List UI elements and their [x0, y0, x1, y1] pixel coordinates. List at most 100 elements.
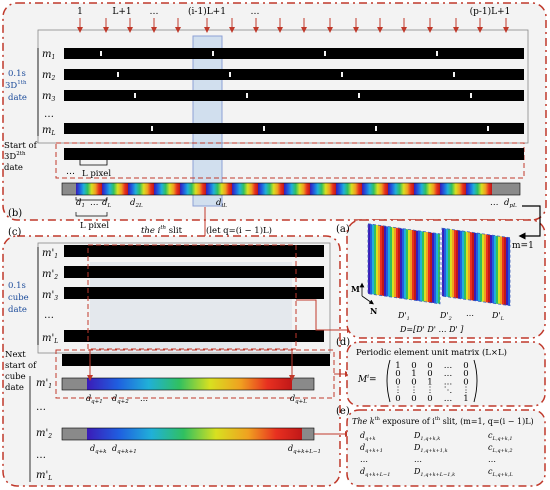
- cube-stripe: [448, 228, 450, 298]
- l-pixel-label-2: L pixel: [80, 221, 109, 231]
- cube-stripe: [458, 230, 460, 299]
- matrix-cell: 1: [411, 369, 416, 379]
- c-d-q2: dq+2: [112, 394, 129, 405]
- c-row-inner: [92, 330, 292, 342]
- b-row-gap: [212, 51, 214, 56]
- cube-stripe: [404, 228, 406, 300]
- matrix-cell: 0: [427, 369, 432, 379]
- b-row-gap: [134, 93, 136, 98]
- c-d-row1: dq+1 dq+2 … dq+L: [86, 394, 307, 405]
- matrix-cell: 0: [463, 361, 468, 371]
- c-row-label-2: m'2: [42, 269, 58, 281]
- b-row-bar: [64, 123, 524, 134]
- cube-stripe: [438, 233, 440, 304]
- cube-stripe: [456, 230, 458, 299]
- c-connector-to-a: [296, 299, 353, 333]
- c-lower-1: m'1: [36, 378, 52, 390]
- c-next-frame: [55, 349, 335, 399]
- cube-stripe: [504, 236, 506, 306]
- cube-slab-outline: [441, 227, 511, 307]
- cube-stripe: [400, 228, 402, 299]
- cube-stripe: [382, 225, 384, 296]
- cube-stripe: [452, 229, 454, 298]
- b-row-gap: [470, 93, 472, 98]
- cube-stripe: [500, 236, 502, 305]
- cube-stripe: [442, 228, 444, 297]
- b-strip-segment: [154, 183, 180, 195]
- axis-n-line: [361, 295, 374, 305]
- b-strip-segment: [362, 183, 388, 195]
- cube-stripe: [396, 227, 398, 298]
- row-label-m3: m3: [42, 91, 55, 103]
- b-strip-outline: [61, 182, 521, 196]
- axis-m-label: M: [351, 284, 360, 294]
- cube-stripe: [508, 237, 510, 306]
- c-d-qL: dq+L: [290, 394, 307, 405]
- b-row-bar: [64, 48, 524, 59]
- panel-c-rows: [64, 245, 324, 342]
- cube-stripe: [466, 231, 468, 300]
- row-label-mL: mL: [42, 125, 55, 137]
- a-equation: D=[D' D' … D' ]: [399, 325, 464, 334]
- cube-stripe: [494, 235, 496, 304]
- matrix-cell: 0: [395, 377, 400, 387]
- cube-stripe: [398, 227, 400, 299]
- cube-stripe: [430, 232, 432, 303]
- matrix-bracket-left: [386, 359, 391, 403]
- panel-b-start-labels: Start of 3D2th date: [4, 141, 38, 173]
- cube-stripe: [434, 232, 436, 304]
- b-row-bar: [64, 90, 524, 101]
- matrix-cell: …: [444, 369, 453, 379]
- b-row-gap: [453, 72, 455, 77]
- cube-stripe: [378, 225, 380, 296]
- row-ellipsis: …: [44, 109, 54, 120]
- matrix-cell: 0: [463, 369, 468, 379]
- cube-stripe: [464, 231, 466, 300]
- c-lower-dots2: …: [36, 450, 46, 461]
- matrix-cell: 1: [395, 361, 400, 371]
- start-label-1: Start of: [4, 141, 38, 151]
- cube-stripe: [444, 228, 446, 297]
- c-d-row2: dq+k dq+k+1 dq+k+L−1: [90, 444, 321, 455]
- a-dL: D'L: [491, 311, 505, 322]
- b-row-gap: [324, 51, 326, 56]
- cube-stripe: [432, 232, 434, 303]
- b-strip-segment: [258, 183, 284, 195]
- cube-stripe: [390, 226, 392, 298]
- c-d-dots: …: [140, 394, 148, 403]
- next-start-bar: [64, 148, 524, 160]
- panel-a-label: (a): [336, 224, 350, 235]
- next-start-ellipsis: …: [66, 167, 75, 177]
- b-strip-segment: [414, 183, 440, 195]
- cube-stripe: [472, 232, 474, 301]
- c-row-inner: [92, 245, 292, 257]
- cube-stripe: [408, 229, 410, 300]
- d-label-2L: d2L: [130, 198, 143, 209]
- d-title: Periodic element unit matrix (L×L): [356, 347, 507, 358]
- top-label-3: …: [150, 7, 159, 17]
- cube-stripe: [372, 224, 374, 295]
- cube-stripe: [370, 224, 372, 295]
- panel-b-rows: [64, 48, 524, 134]
- let-q-label: (let q=(i − 1)L): [206, 225, 272, 236]
- panel-a-cube: [367, 223, 511, 307]
- panel-c-row-labels: m'1 m'2 m'3 … m'L: [42, 248, 58, 345]
- exposure-cell: cL,q+k,2: [488, 443, 513, 454]
- top-label-2: L+1: [112, 7, 131, 17]
- b-strip-segment: [440, 183, 466, 195]
- matrix-cell: ⋮: [462, 386, 471, 396]
- e-title: The kth exposure of ith slit, (m=1, q=(i…: [352, 416, 534, 426]
- c-lower-dots1: …: [36, 402, 46, 413]
- exposure-cell: …: [360, 455, 368, 464]
- c-row-label-1: m'1: [42, 248, 58, 260]
- cube-stripe: [428, 232, 430, 303]
- cube-stripe: [376, 224, 378, 296]
- panel-b-row-labels: m1 m2 m3 … mL: [42, 49, 55, 137]
- top-label-1: 1: [77, 7, 83, 17]
- cube-stripe: [436, 233, 438, 304]
- c-next-4: date: [5, 383, 24, 393]
- b-strip-segment: [466, 183, 492, 195]
- panel-d-label: (d): [336, 337, 350, 348]
- panel-d-frame: [346, 341, 546, 407]
